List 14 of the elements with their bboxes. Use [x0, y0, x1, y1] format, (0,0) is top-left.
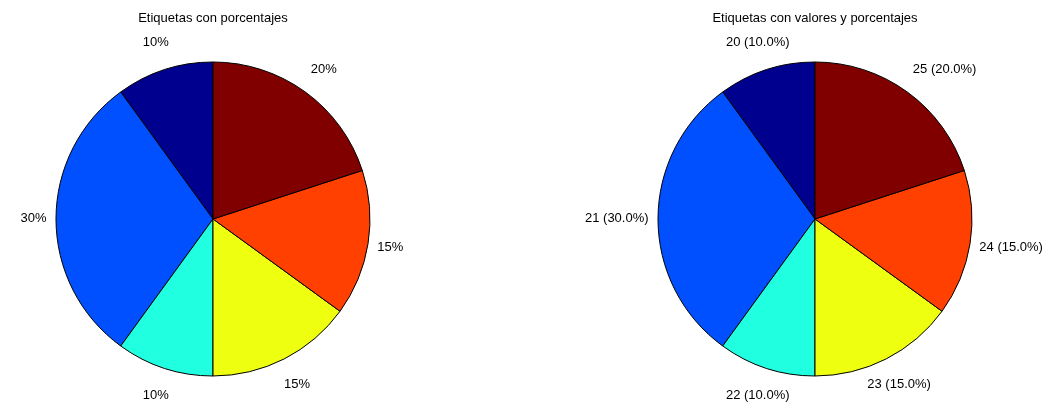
data-label: 20 (10.0%)	[725, 34, 790, 50]
data-label: 30%	[20, 210, 48, 226]
data-label: 20%	[310, 60, 338, 76]
data-label: 10%	[142, 386, 170, 402]
data-label: 25 (20.0%)	[912, 60, 977, 76]
data-label: 15%	[284, 375, 311, 391]
data-label: 23 (15.0%)	[867, 375, 931, 391]
data-label: 22 (10.0%)	[725, 386, 790, 402]
data-label: 15%	[377, 239, 404, 255]
chart-title: Etiquetas con porcentajes	[138, 10, 289, 25]
data-label: 24 (15.0%)	[979, 239, 1043, 255]
chart-title: Etiquetas con valores y porcentajes	[712, 10, 919, 25]
data-label: 21 (30.0%)	[584, 210, 649, 226]
data-label: 10%	[142, 34, 170, 50]
